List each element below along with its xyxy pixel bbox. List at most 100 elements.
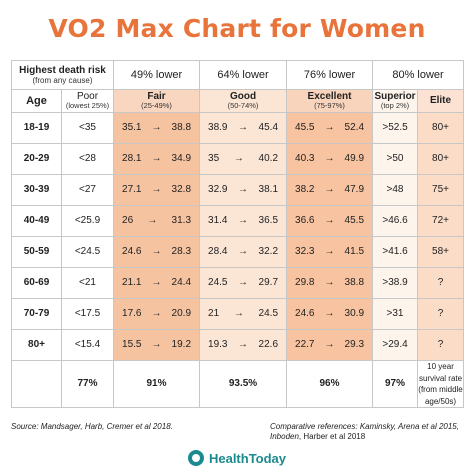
excellent-low: 29.8 <box>295 277 315 289</box>
excellent-range: 38.2 → 47.9 <box>287 184 372 196</box>
arrow-right-icon: → <box>324 339 335 351</box>
arrow-right-icon: → <box>151 339 162 351</box>
good-high: 45.4 <box>258 122 279 134</box>
risk-header-title: Highest death risk <box>19 64 106 76</box>
age-cell: 60-69 <box>11 267 62 299</box>
age-cell: 70-79 <box>11 298 62 330</box>
fair-low: 27.1 <box>122 184 142 196</box>
fair-range: 24.6 → 28.3 <box>114 246 199 258</box>
fair-low: 26 <box>122 215 134 227</box>
arrow-right-icon: → <box>151 308 162 320</box>
poor-value: <27 <box>79 184 96 196</box>
excellent-cell: 36.6 → 45.5 <box>286 205 374 237</box>
fair-low: 24.6 <box>122 246 142 258</box>
poor-cell: <21 <box>60 267 115 299</box>
fair-high: 24.4 <box>171 277 192 289</box>
poor-cell: <28 <box>60 143 115 175</box>
excellent-cell: 45.5 → 52.4 <box>286 112 374 144</box>
excellent-cell: 32.3 → 41.5 <box>286 236 374 268</box>
header-age: Age <box>11 89 62 113</box>
good-cell: 28.4 → 32.2 <box>199 236 288 268</box>
arrow-right-icon: → <box>324 277 335 289</box>
excellent-range: 40.3 → 49.9 <box>287 153 372 165</box>
poor-value: <35 <box>79 122 96 134</box>
elite-cell: 80+ <box>417 143 465 175</box>
survival-poor: 77% <box>60 360 115 408</box>
good-cell: 35 → 40.2 <box>199 143 288 175</box>
arrow-right-icon: → <box>238 246 249 258</box>
good-high: 22.6 <box>258 339 279 351</box>
table-row: 70-79 <17.5 17.6 → 20.9 21 → 24.5 24.6 → 30.9 >31? <box>11 298 465 330</box>
column-header-row: Age Poor (lowest 25%) Fair (25-49%) Good… <box>11 89 465 113</box>
header-elite-label: Elite <box>429 95 452 107</box>
good-high: 38.1 <box>258 184 279 196</box>
superior-cell: >31 <box>372 298 419 330</box>
fair-high: 32.8 <box>171 184 192 196</box>
excellent-high: 38.8 <box>344 277 365 289</box>
survival-good: 93.5% <box>199 360 288 408</box>
poor-cell: <27 <box>60 174 115 206</box>
excellent-range: 32.3 → 41.5 <box>287 246 372 258</box>
poor-cell: <24.5 <box>60 236 115 268</box>
arrow-right-icon: → <box>151 153 162 165</box>
header-elite: Elite <box>417 89 465 113</box>
table-row: 60-69 <21 21.1 → 24.4 24.5 → 29.7 29.8 → 38.8 >38.9… <box>11 267 465 299</box>
superior-value: >52.5 <box>382 122 408 134</box>
excellent-range: 22.7 → 29.3 <box>287 339 372 351</box>
fair-high: 28.3 <box>171 246 192 258</box>
arrow-right-icon: → <box>151 277 162 289</box>
table-row: 40-49 <25.9 26 → 31.3 31.4 → 36.5 36.6 → 45.5 >46.6… <box>11 205 465 237</box>
poor-cell: <15.4 <box>60 329 115 361</box>
header-good-label: Good <box>229 90 257 102</box>
fair-cell: 35.1 → 38.8 <box>113 112 201 144</box>
good-high: 40.2 <box>258 153 279 165</box>
excellent-low: 22.7 <box>295 339 315 351</box>
fair-cell: 27.1 → 32.8 <box>113 174 201 206</box>
good-range: 35 → 40.2 <box>200 153 286 165</box>
excellent-range: 36.6 → 45.5 <box>287 215 372 227</box>
tier-superior-elite: 80% lower <box>372 60 465 90</box>
excellent-cell: 22.7 → 29.3 <box>286 329 374 361</box>
excellent-range: 45.5 → 52.4 <box>287 122 372 134</box>
arrow-right-icon: → <box>324 246 335 258</box>
fair-range: 26 → 31.3 <box>114 215 199 227</box>
excellent-high: 52.4 <box>344 122 365 134</box>
fair-low: 17.6 <box>122 308 142 320</box>
elite-value: 58+ <box>432 246 449 258</box>
good-range: 38.9 → 45.4 <box>200 122 286 134</box>
fair-high: 31.3 <box>171 215 192 227</box>
header-superior: Superior (top 2%) <box>372 89 419 113</box>
fair-low: 28.1 <box>122 153 142 165</box>
page-title: VO2 Max Chart for Women <box>48 14 426 43</box>
fair-cell: 26 → 31.3 <box>113 205 201 237</box>
brand-name: HealthToday <box>208 450 287 466</box>
excellent-low: 36.6 <box>295 215 315 227</box>
good-low: 19.3 <box>208 339 228 351</box>
age-value: 20-29 <box>23 153 50 165</box>
good-range: 19.3 → 22.6 <box>200 339 286 351</box>
header-poor-sub: (lowest 25%) <box>65 101 110 111</box>
elite-value: 72+ <box>432 215 449 227</box>
table-row: 80+ <15.4 15.5 → 19.2 19.3 → 22.6 22.7 → 29.3 >29.4… <box>11 329 465 361</box>
data-rows: 18-19 <35 35.1 → 38.8 38.9 → 45.4 45.5 → 52.4 >52.5… <box>11 112 465 361</box>
excellent-range: 24.6 → 30.9 <box>287 308 372 320</box>
arrow-right-icon: → <box>238 184 249 196</box>
fair-range: 28.1 → 34.9 <box>114 153 199 165</box>
elite-value: 75+ <box>432 184 449 196</box>
good-cell: 38.9 → 45.4 <box>199 112 288 144</box>
survival-poor-value: 77% <box>77 378 98 390</box>
header-poor: Poor (lowest 25%) <box>60 89 115 113</box>
header-fair: Fair (25-49%) <box>113 89 201 113</box>
header-excellent-sub: (75-97%) <box>314 101 345 111</box>
good-range: 28.4 → 32.2 <box>200 246 286 258</box>
excellent-high: 45.5 <box>344 215 365 227</box>
elite-value: 80+ <box>432 153 449 165</box>
good-cell: 21 → 24.5 <box>199 298 288 330</box>
tier-excellent-label: 76% lower <box>303 68 356 81</box>
good-cell: 19.3 → 22.6 <box>199 329 288 361</box>
survival-fair: 91% <box>113 360 201 408</box>
header-excellent-label: Excellent <box>307 90 352 102</box>
age-cell: 20-29 <box>11 143 62 175</box>
age-cell: 80+ <box>11 329 62 361</box>
tier-superior-elite-label: 80% lower <box>392 68 444 81</box>
